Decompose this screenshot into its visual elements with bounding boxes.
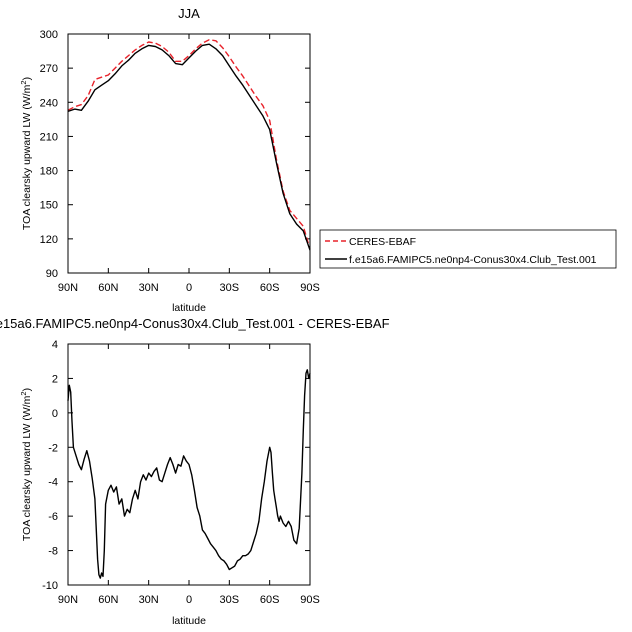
t-y-tick-label-0: 90 [46,268,58,280]
t-x-tick-label-1: 60N [98,282,118,294]
bottom-y-axis-label: TOA clearsky upward LW (W/m2) [19,388,33,541]
b-x-tick-label-5: 60S [260,594,280,606]
t-y-tick-label-6: 270 [40,63,58,75]
bottom-y-axis-label-main: TOA clearsky upward LW (W/m [21,395,33,541]
t-x-tick-label-0: 90N [58,282,78,294]
t-y-tick-label-7: 300 [40,29,58,41]
t-series-line-0 [67,39,311,250]
bottom-difference-chart: f.e15a6.FAMIPC5.ne0np4-Conus30x4.Club_Te… [0,316,390,627]
b-x-tick-label-0: 90N [58,594,78,606]
b-y-tick-label-7: 4 [52,339,58,351]
t-y-tick-label-3: 180 [40,166,58,178]
legend-label-model: f.e15a6.FAMIPC5.ne0np4-Conus30x4.Club_Te… [349,254,597,266]
b-x-tick-label-3: 0 [186,594,192,606]
top-y-axis-label: TOA clearsky upward LW (W/m2) [19,77,33,230]
b-y-tick-label-0: -10 [42,580,58,592]
b-x-tick-label-4: 30S [220,594,240,606]
bottom-x-axis-label: latitude [172,615,206,627]
top-series-lines [67,39,311,251]
t-y-tick-label-4: 210 [40,131,58,143]
top-x-axis-label: latitude [172,302,206,314]
bottom-y-axis-label-close: ) [21,388,33,392]
top-plot-frame [67,33,311,274]
bottom-series-lines [67,369,311,579]
b-y-tick-label-6: 2 [52,373,58,385]
t-x-tick-label-6: 90S [300,282,320,294]
top-y-tick-labels: 90 120 150 180 210 240 270 300 [40,29,58,280]
b-x-tick-label-6: 90S [300,594,320,606]
b-y-tick-label-4: -2 [48,442,58,454]
b-x-tick-label-1: 60N [98,594,118,606]
b-y-tick-label-5: 0 [52,408,58,420]
t-x-tick-label-4: 30S [220,282,240,294]
t-x-tick-label-2: 30N [139,282,159,294]
t-y-tick-label-5: 240 [40,97,58,109]
bottom-y-axis-label-sup: 2 [19,391,28,395]
b-series-line-0 [67,369,311,579]
top-y-axis-label-sup: 2 [19,80,28,84]
bottom-chart-title: f.e15a6.FAMIPC5.ne0np4-Conus30x4.Club_Te… [0,316,390,331]
bottom-plot-frame [67,343,311,586]
b-y-tick-label-3: -4 [48,477,58,489]
t-x-tick-label-3: 0 [186,282,192,294]
b-y-tick-label-1: -8 [48,546,58,558]
bottom-x-tick-labels: 90N 60N 30N 0 30S 60S 90S [58,594,320,606]
b-x-tick-label-2: 30N [139,594,159,606]
top-line-chart: JJA 90N 60N 30N 0 30S 60S 90S 90 120 150 180 210 24… [19,6,320,314]
top-y-axis-label-main: TOA clearsky upward LW (W/m [21,84,33,230]
legend-label-ceres: CERES-EBAF [349,236,416,248]
top-x-tick-labels: 90N 60N 30N 0 30S 60S 90S [58,282,320,294]
b-y-tick-label-2: -6 [48,511,58,523]
top-y-axis-label-close: ) [21,77,33,81]
bottom-y-tick-labels: -10 -8 -6 -4 -2 0 2 4 [42,339,58,592]
t-y-tick-label-2: 150 [40,200,58,212]
legend: CERES-EBAF f.e15a6.FAMIPC5.ne0np4-Conus3… [319,229,617,269]
top-chart-title: JJA [178,6,200,21]
t-y-tick-label-1: 120 [40,234,58,246]
t-series-line-1 [67,43,311,251]
top-tick-marks [67,33,311,274]
t-x-tick-label-5: 60S [260,282,280,294]
legend-box [319,229,617,269]
